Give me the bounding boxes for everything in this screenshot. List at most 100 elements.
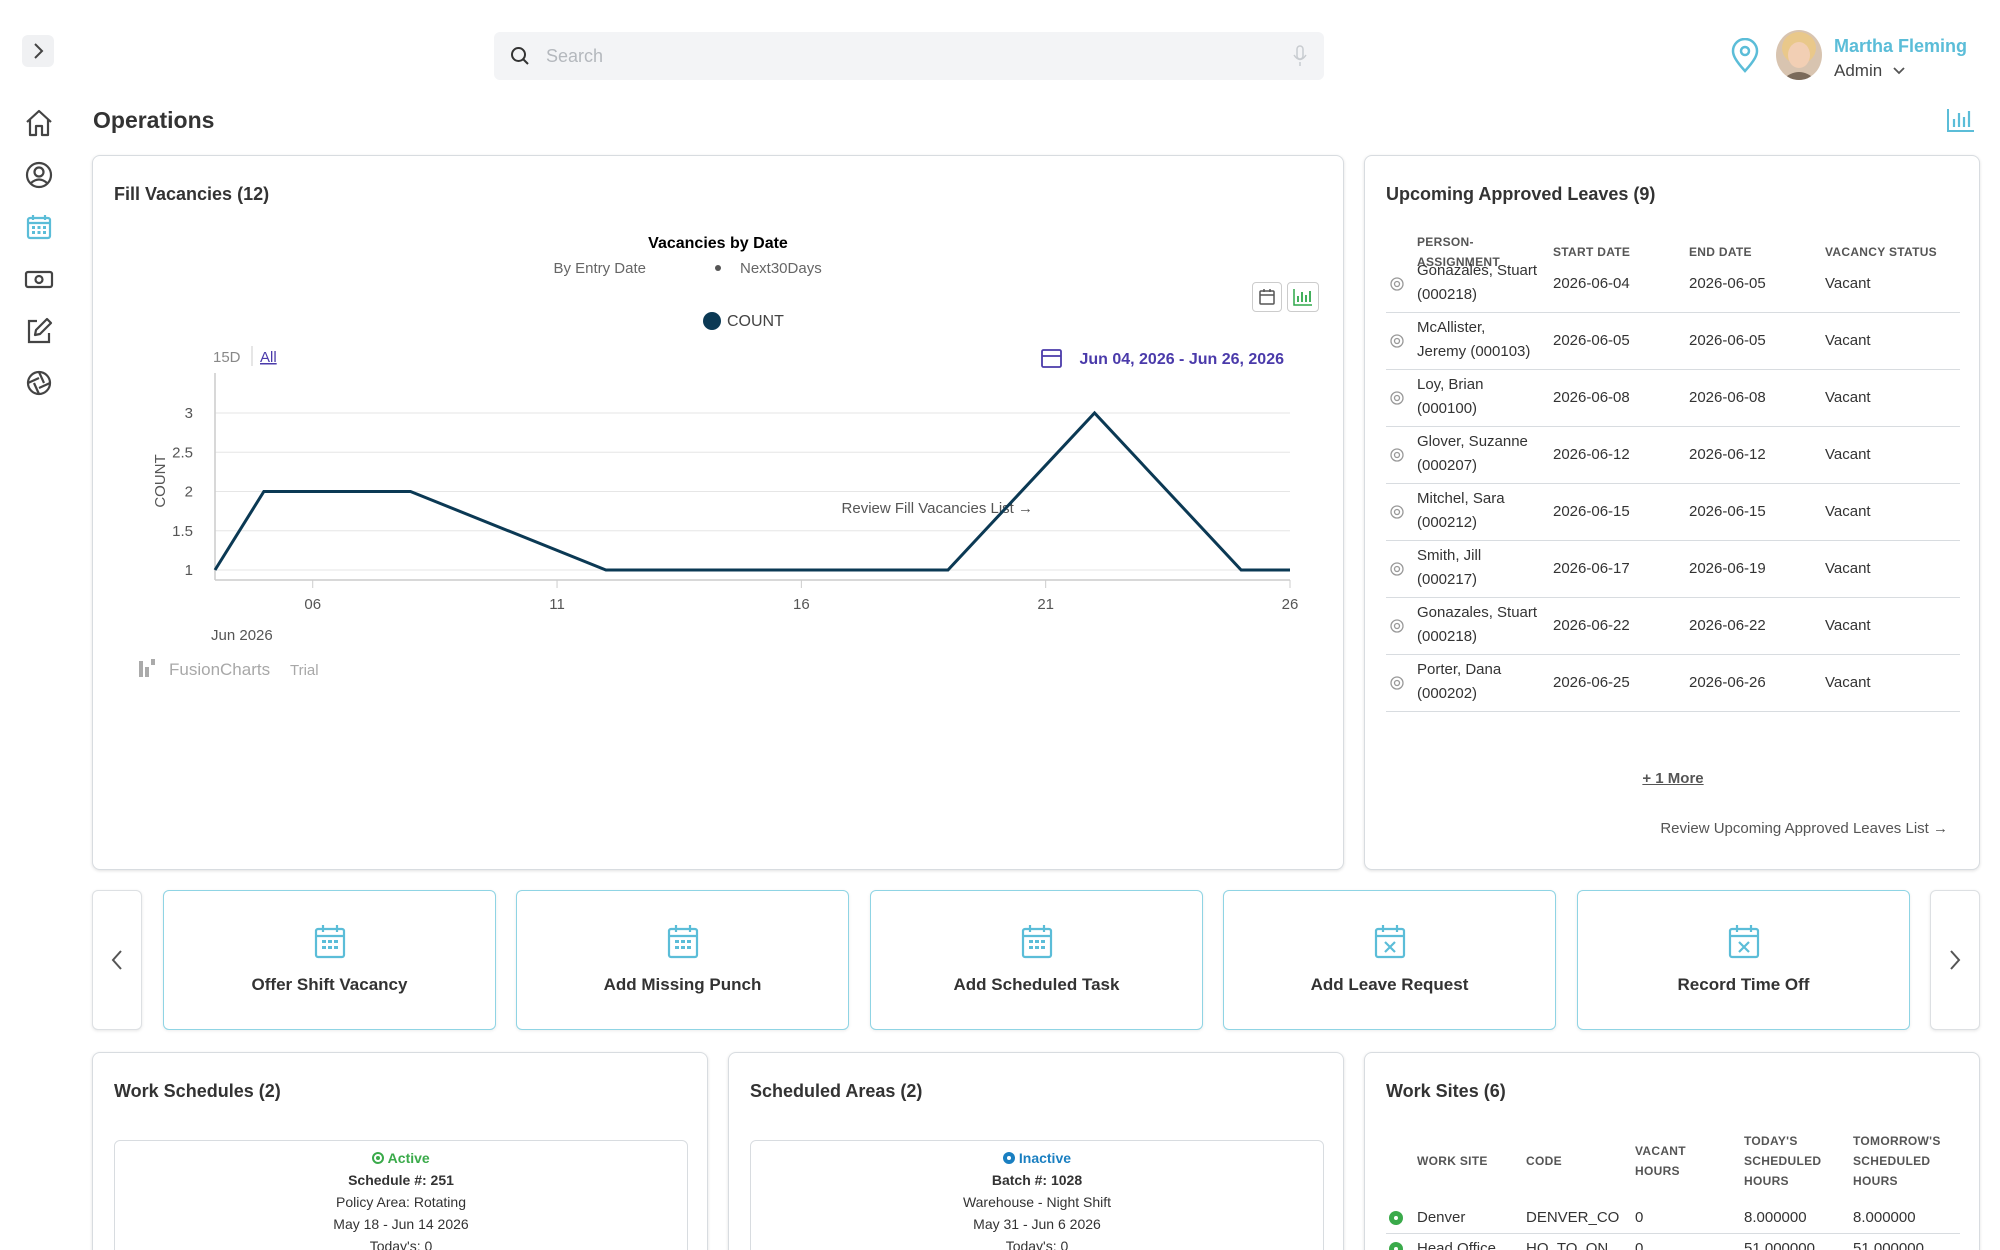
leave-row[interactable]: Porter, Dana (000202) 2026-06-25 2026-06-26… bbox=[1386, 655, 1960, 712]
subtitle-separator-dot bbox=[715, 265, 721, 271]
nav-profile[interactable] bbox=[20, 156, 58, 194]
chart-view-button[interactable] bbox=[1287, 282, 1319, 312]
leave-row[interactable]: Glover, Suzanne (000207) 2026-06-12 2026-06… bbox=[1386, 427, 1960, 484]
leave-person-cell: McAllister, Jeremy (000103) bbox=[1417, 316, 1530, 364]
radio-icon[interactable] bbox=[1390, 334, 1404, 353]
radio-icon[interactable] bbox=[1390, 619, 1404, 638]
leave-row[interactable]: Gonazales, Stuart (000218) 2026-06-22 2026-… bbox=[1386, 598, 1960, 655]
range-15d-button[interactable]: 15D bbox=[213, 349, 241, 366]
user-circle-icon bbox=[25, 161, 53, 189]
leave-person-cell: Glover, Suzanne (000207) bbox=[1417, 430, 1528, 478]
y-tick-label: 2 bbox=[185, 484, 193, 501]
date-range-picker[interactable]: Jun 04, 2026 - Jun 26, 2026 bbox=[1041, 349, 1284, 368]
work-site-vacant-hours: 0 bbox=[1635, 1240, 1644, 1250]
chart-plot-area: 1 1.5 2 2.5 3 06 11 16 21 26 bbox=[172, 373, 1298, 613]
nav-processes[interactable] bbox=[20, 364, 58, 402]
y-tick-label: 3 bbox=[185, 405, 193, 422]
batch-number: Batch #: 1028 bbox=[991, 1172, 1083, 1188]
leave-row[interactable]: Gonazales, Stuart (000218) 2026-06-04 2026-… bbox=[1386, 256, 1960, 313]
quick-actions-prev-button[interactable] bbox=[92, 890, 142, 1030]
user-name[interactable]: Martha Fleming bbox=[1834, 36, 1968, 56]
x-tick-label: 16 bbox=[793, 596, 810, 613]
leave-start-date: 2026-06-04 bbox=[1553, 275, 1630, 292]
edit-icon bbox=[27, 317, 53, 344]
leave-person-id: Jeremy (000103) bbox=[1417, 343, 1531, 360]
nav-edit[interactable] bbox=[20, 312, 58, 350]
leave-person-cell: Porter, Dana (000202) bbox=[1417, 658, 1501, 706]
review-leaves-link[interactable]: Review Upcoming Approved Leaves List → bbox=[1365, 820, 1948, 837]
active-status-icon bbox=[372, 1152, 385, 1164]
quick-action-label: Add Leave Request bbox=[1310, 975, 1469, 994]
schedule-item[interactable]: Active Schedule #: 251 Policy Area: Rota… bbox=[114, 1140, 688, 1250]
leave-person-name: Loy, Brian bbox=[1417, 376, 1484, 393]
bar-chart-icon bbox=[1293, 289, 1312, 306]
x-tick-label: 26 bbox=[1282, 596, 1299, 613]
quick-action-add-missing-punch[interactable]: Add Missing Punch bbox=[516, 890, 849, 1030]
schedule-today-count: Today's: 0 bbox=[369, 1238, 433, 1250]
leave-row[interactable]: Mitchel, Sara (000212) 2026-06-15 2026-06-1… bbox=[1386, 484, 1960, 541]
leave-person-id: (000100) bbox=[1417, 400, 1478, 417]
quick-action-record-time-off[interactable]: Record Time Off bbox=[1577, 890, 1910, 1030]
range-all-button[interactable]: All bbox=[260, 349, 277, 366]
analytics-button[interactable] bbox=[1946, 107, 1976, 138]
radio-icon[interactable] bbox=[1390, 562, 1404, 581]
chart-legend[interactable]: COUNT bbox=[703, 312, 784, 330]
ws-header-vacant: VACANT HOURS bbox=[1635, 1144, 1686, 1178]
expand-nav-button[interactable] bbox=[22, 35, 54, 67]
leave-person-cell: Mitchel, Sara (000212) bbox=[1417, 487, 1505, 535]
search-bar[interactable] bbox=[494, 32, 1324, 80]
area-name: Warehouse - Night Shift bbox=[962, 1194, 1112, 1210]
quick-action-add-leave-request[interactable]: Add Leave Request bbox=[1223, 890, 1556, 1030]
calendar-view-button[interactable] bbox=[1252, 282, 1282, 312]
leave-person-cell: Gonazales, Stuart (000218) bbox=[1417, 601, 1537, 649]
active-status-icon bbox=[1389, 1211, 1403, 1225]
radio-icon[interactable] bbox=[1390, 277, 1404, 296]
leave-row[interactable]: Smith, Jill (000217) 2026-06-17 2026-06-19 V… bbox=[1386, 541, 1960, 598]
date-range-label: Jun 04, 2026 - Jun 26, 2026 bbox=[1079, 351, 1284, 368]
quick-action-add-scheduled-task[interactable]: Add Scheduled Task bbox=[870, 890, 1203, 1030]
leave-end-date: 2026-06-22 bbox=[1689, 617, 1766, 634]
work-sites-title: Work Sites (6) bbox=[1386, 1081, 1506, 1101]
work-site-tomorrow-hours: 51.000000 bbox=[1853, 1240, 1924, 1250]
leave-end-date: 2026-06-05 bbox=[1689, 275, 1766, 292]
avatar[interactable] bbox=[1776, 30, 1822, 80]
work-site-vacant-hours: 0 bbox=[1635, 1209, 1644, 1226]
microphone-icon[interactable] bbox=[1292, 44, 1308, 68]
work-site-row[interactable]: Head Office HO_TO_ON 0 51.000000 51.000000 bbox=[1386, 1234, 1960, 1250]
quick-action-offer-shift-vacancy[interactable]: Offer Shift Vacancy bbox=[163, 890, 496, 1030]
leave-row[interactable]: McAllister, Jeremy (000103) 2026-06-05 2026… bbox=[1386, 313, 1960, 370]
schedule-date-range: May 18 - Jun 14 2026 bbox=[333, 1216, 469, 1232]
user-role-dropdown[interactable]: Admin bbox=[1834, 61, 1906, 81]
radio-icon[interactable] bbox=[1390, 391, 1404, 410]
fill-vacancies-link[interactable]: Review Fill Vacancies List → bbox=[213, 500, 1033, 517]
work-site-today-hours: 51.000000 bbox=[1744, 1240, 1815, 1250]
upcoming-leaves-title: Upcoming Approved Leaves (9) bbox=[1386, 184, 1656, 204]
radio-icon[interactable] bbox=[1390, 448, 1404, 467]
quick-actions-next-button[interactable] bbox=[1930, 890, 1980, 1030]
leave-start-date: 2026-06-25 bbox=[1553, 674, 1630, 691]
leave-start-date: 2026-06-22 bbox=[1553, 617, 1630, 634]
scheduled-area-item[interactable]: Inactive Batch #: 1028 Warehouse - Night… bbox=[750, 1140, 1324, 1250]
nav-schedule[interactable] bbox=[20, 208, 58, 246]
radio-icon[interactable] bbox=[1390, 676, 1404, 695]
leave-end-date: 2026-06-26 bbox=[1689, 674, 1766, 691]
location-pin-icon bbox=[1731, 37, 1759, 73]
location-pin-button[interactable] bbox=[1729, 37, 1761, 79]
fill-vacancies-title: Fill Vacancies (12) bbox=[114, 184, 270, 204]
calendar-icon bbox=[1041, 349, 1062, 368]
nav-home[interactable] bbox=[20, 104, 58, 142]
active-status-icon bbox=[1389, 1242, 1403, 1250]
leave-person-name: Gonazales, Stuart bbox=[1417, 604, 1538, 621]
nav-payroll[interactable] bbox=[20, 260, 58, 298]
work-site-name: Denver bbox=[1417, 1209, 1466, 1226]
y-axis-label: COUNT bbox=[152, 454, 169, 507]
search-input[interactable] bbox=[546, 45, 1292, 67]
chevron-left-icon bbox=[111, 950, 122, 970]
radio-icon[interactable] bbox=[1390, 505, 1404, 524]
more-leaves-link[interactable]: + 1 More bbox=[1365, 770, 1981, 788]
work-site-row[interactable]: Denver DENVER_CO 0 8.000000 8.000000 bbox=[1386, 1203, 1960, 1234]
leave-row[interactable]: Loy, Brian (000100) 2026-06-08 2026-06-08 Va… bbox=[1386, 370, 1960, 427]
leave-person-name: Porter, Dana bbox=[1417, 661, 1502, 678]
leave-start-date: 2026-06-12 bbox=[1553, 446, 1630, 463]
work-site-today-hours: 8.000000 bbox=[1744, 1209, 1807, 1226]
